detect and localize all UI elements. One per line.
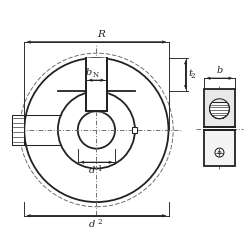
Bar (12, 115, 24, 145)
Bar (204, 89, 235, 127)
Bar (132, 127, 137, 133)
Text: b: b (86, 68, 92, 77)
Text: b: b (216, 66, 222, 75)
Text: t: t (189, 70, 193, 78)
Text: N: N (93, 70, 99, 78)
Text: d: d (89, 166, 95, 175)
Circle shape (210, 99, 230, 119)
Text: d: d (89, 220, 95, 229)
Text: 2: 2 (98, 218, 102, 226)
Text: 2: 2 (191, 72, 195, 80)
Text: R: R (98, 30, 105, 39)
Circle shape (215, 148, 224, 157)
Circle shape (218, 151, 221, 154)
Text: 1: 1 (98, 165, 102, 173)
Polygon shape (86, 58, 107, 111)
Bar (204, 130, 235, 166)
